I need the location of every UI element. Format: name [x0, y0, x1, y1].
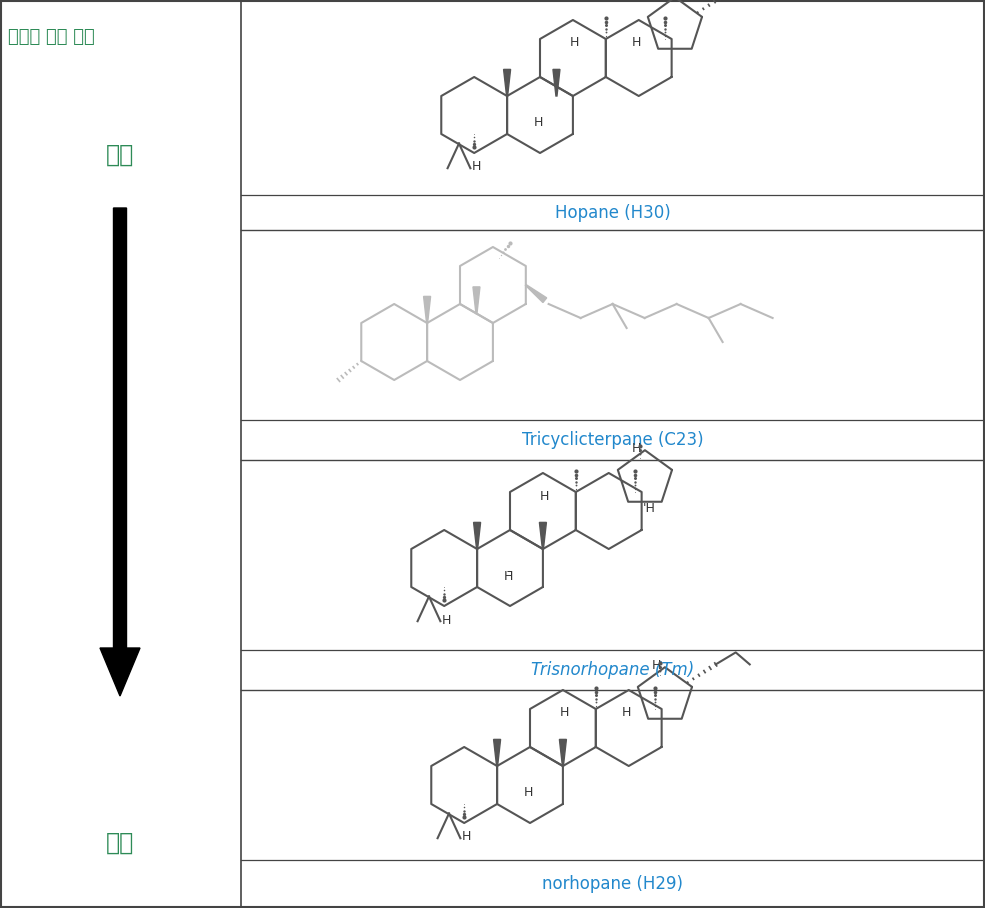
Text: norhopane (H29): norhopane (H29): [543, 875, 684, 893]
Polygon shape: [493, 739, 500, 766]
Polygon shape: [424, 296, 430, 323]
Text: Trisnorhopane (Tm): Trisnorhopane (Tm): [531, 661, 694, 679]
Polygon shape: [503, 69, 510, 96]
Text: H: H: [533, 116, 543, 130]
Polygon shape: [473, 287, 480, 313]
Text: H: H: [623, 706, 631, 719]
Text: H: H: [472, 161, 481, 173]
Text: H: H: [523, 786, 533, 800]
Polygon shape: [474, 522, 481, 549]
Text: H: H: [632, 35, 641, 48]
Text: H: H: [570, 35, 579, 48]
Text: 낮음: 낮음: [105, 143, 134, 167]
Text: Hopane (H30): Hopane (H30): [556, 203, 671, 222]
Text: H: H: [462, 831, 471, 844]
FancyArrow shape: [100, 208, 140, 696]
Polygon shape: [553, 69, 559, 96]
Polygon shape: [559, 739, 566, 766]
Text: H: H: [632, 442, 641, 455]
Text: 높음: 높음: [105, 831, 134, 855]
Text: H̄: H̄: [503, 569, 512, 583]
Text: 생분해 작용 정도: 생분해 작용 정도: [8, 28, 95, 46]
Text: H: H: [560, 706, 569, 719]
Text: H: H: [540, 489, 550, 502]
Polygon shape: [526, 284, 547, 302]
Text: Tricyclicterpane (C23): Tricyclicterpane (C23): [522, 431, 704, 449]
Text: H: H: [441, 614, 451, 627]
Polygon shape: [540, 522, 547, 549]
Text: H: H: [652, 659, 662, 672]
Text: 'H: 'H: [643, 502, 656, 516]
